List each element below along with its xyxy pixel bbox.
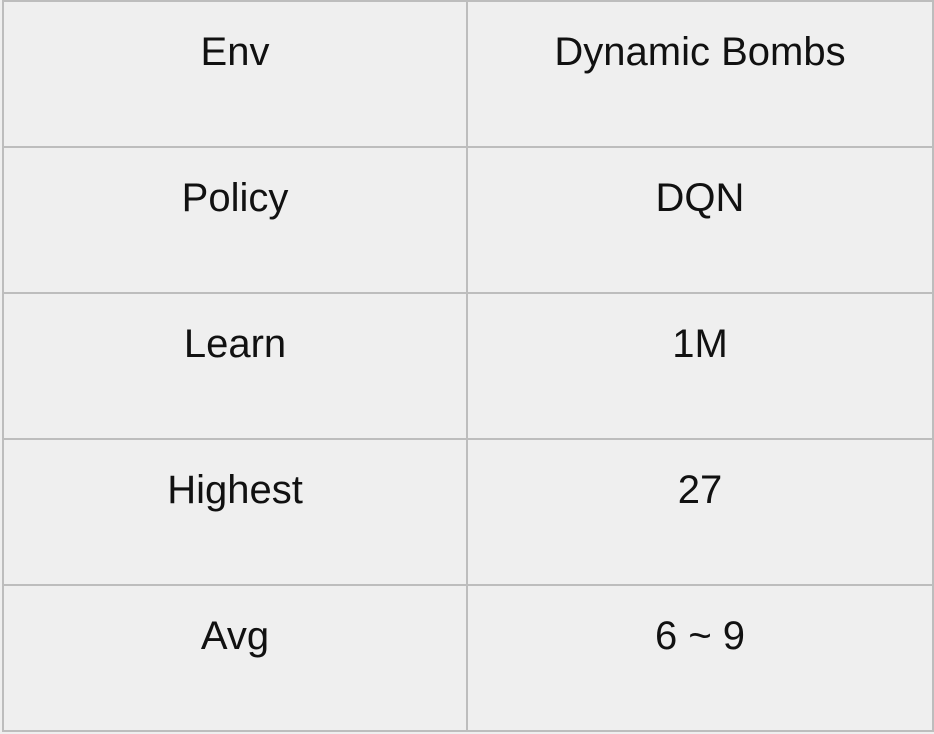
row-value-cell: 1M <box>466 292 934 440</box>
row-label-cell: Highest <box>2 438 468 586</box>
row-label-cell: Env <box>2 0 468 148</box>
row-value-cell: DQN <box>466 146 934 294</box>
table-row-policy: Policy DQN <box>2 146 934 294</box>
table-row-highest: Highest 27 <box>2 438 934 586</box>
table-row-learn: Learn 1M <box>2 292 934 440</box>
row-label-cell: Avg <box>2 584 468 732</box>
row-value-cell: Dynamic Bombs <box>466 0 934 148</box>
row-value-cell: 27 <box>466 438 934 586</box>
table-row-avg: Avg 6 ~ 9 <box>2 584 934 732</box>
row-label-cell: Learn <box>2 292 468 440</box>
row-label-cell: Policy <box>2 146 468 294</box>
row-value-cell: 6 ~ 9 <box>466 584 934 732</box>
table-row-env: Env Dynamic Bombs <box>2 0 934 148</box>
